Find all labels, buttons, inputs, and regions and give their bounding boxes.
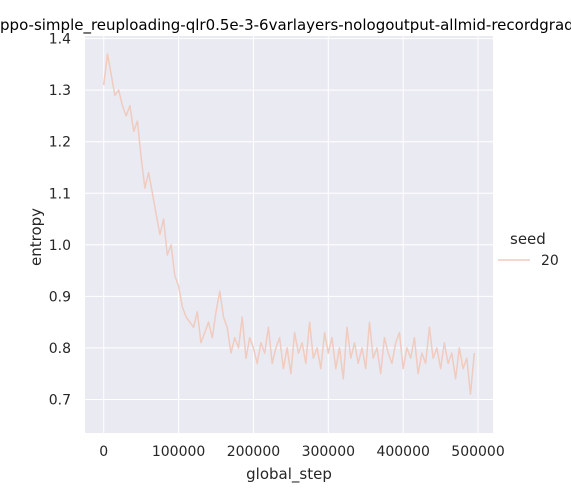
legend-title: seed (510, 230, 546, 248)
y-tick-label: 0.8 (49, 341, 71, 357)
y-tick-label: 0.7 (49, 392, 71, 408)
y-tick-label: 1.3 (49, 83, 71, 99)
y-tick-label: 1.2 (49, 135, 71, 151)
y-axis-label: entropy (27, 208, 45, 266)
x-tick-label: 500000 (451, 444, 504, 460)
plot-area (85, 36, 493, 433)
x-axis-label: global_step (246, 465, 332, 484)
legend-label: 20 (541, 253, 559, 269)
x-tick-label: 0 (99, 444, 108, 460)
series-line-20 (102, 53, 476, 396)
x-tick-label: 100000 (152, 444, 205, 460)
y-tick-label: 1.4 (49, 32, 71, 48)
chart-title: qppo-simple_reuploading-qlr0.5e-3-6varla… (0, 16, 571, 35)
series-layer (102, 53, 476, 396)
x-tick-label: 300000 (302, 444, 355, 460)
y-tick-label: 1.0 (49, 238, 71, 254)
legend: seed 20 (498, 230, 559, 269)
x-tick-label: 400000 (376, 444, 429, 460)
x-tick-label: 200000 (227, 444, 280, 460)
y-tick-label: 1.1 (49, 186, 71, 202)
y-tick-label: 0.9 (49, 289, 71, 305)
tick-labels: 0 100000 200000 300000 400000 500000 0.7 0.8 0.9… (49, 32, 505, 460)
